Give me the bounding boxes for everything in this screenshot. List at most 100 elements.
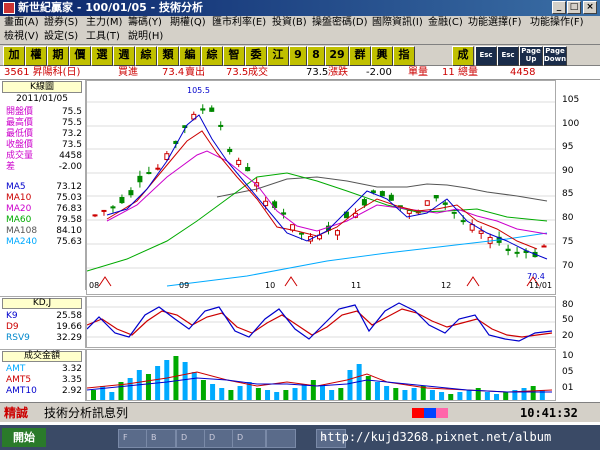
ma60-row: MA60 79.58 bbox=[6, 215, 82, 225]
close-button[interactable]: × bbox=[583, 1, 597, 14]
kline-header[interactable]: K線圖 bbox=[2, 81, 82, 93]
volume-bar bbox=[448, 394, 454, 400]
kd-tick-80: 80 bbox=[562, 300, 574, 310]
candle-body bbox=[155, 167, 161, 170]
page-up-button[interactable]: Page Up bbox=[519, 46, 543, 66]
vol-tick-10: 10 bbox=[562, 351, 574, 361]
axis-tick-80: 80 bbox=[562, 213, 574, 223]
amt10-row: AMT10 2.92 bbox=[6, 386, 82, 396]
volume-bar bbox=[320, 386, 325, 400]
menu-tools[interactable]: 工具(T) bbox=[86, 31, 120, 42]
toolbar-button-summary[interactable]: 綜 bbox=[135, 46, 157, 66]
d9-row: D9 19.66 bbox=[6, 322, 82, 332]
toolbar-button-group[interactable]: 群 bbox=[349, 46, 371, 66]
task-item-7[interactable]: 3 bbox=[316, 429, 346, 448]
toolbar-button-edit[interactable]: 編 bbox=[179, 46, 201, 66]
kd-header[interactable]: KD,J bbox=[2, 298, 82, 309]
ma20-row: MA20 76.83 bbox=[6, 204, 82, 214]
menu-major[interactable]: 主力(M) bbox=[86, 17, 123, 28]
menu-options[interactable]: 期權(Q) bbox=[170, 17, 206, 28]
volume-bar bbox=[210, 384, 216, 400]
menu-trading-code[interactable]: 操盤密碼(D) bbox=[312, 17, 368, 28]
menu-view[interactable]: 檢視(V) bbox=[4, 31, 39, 42]
ma5-line bbox=[106, 114, 548, 260]
price-chart[interactable]: 105.5 70.4 08 09 10 11 12 11/01 bbox=[86, 80, 556, 295]
maximize-button[interactable]: □ bbox=[567, 1, 581, 14]
task-item-1[interactable]: F bbox=[118, 429, 148, 448]
task-item-6[interactable] bbox=[266, 429, 296, 448]
taskbar: 開始 F B D D D 3 http://kujd3268.pixnet.ne… bbox=[0, 425, 600, 450]
axis-tick-90: 90 bbox=[562, 166, 574, 176]
toolbar-button-category[interactable]: 類 bbox=[157, 46, 179, 66]
volume-bar bbox=[219, 388, 225, 400]
toolbar-button-trade[interactable]: 成 bbox=[452, 46, 474, 66]
kd-chart[interactable] bbox=[86, 296, 556, 348]
start-button[interactable]: 開始 bbox=[2, 428, 46, 447]
volume-bar bbox=[246, 382, 252, 400]
volume-bar bbox=[301, 384, 307, 400]
toolbar-button-price[interactable]: 價 bbox=[69, 46, 91, 66]
toolbar-button-rights[interactable]: 權 bbox=[25, 46, 47, 66]
toolbar-button-river[interactable]: 江 bbox=[267, 46, 289, 66]
menu-function-select[interactable]: 功能選擇(F) bbox=[468, 17, 522, 28]
candle-body bbox=[281, 212, 287, 215]
menu-intl[interactable]: 國際資訊(I) bbox=[372, 17, 423, 28]
toolbar-button-index[interactable]: 指 bbox=[393, 46, 415, 66]
toolbar-button-futures[interactable]: 期 bbox=[47, 46, 69, 66]
toolbar-button-esc[interactable]: Esc bbox=[475, 46, 497, 66]
high-row: 最高價 75.5 bbox=[6, 118, 82, 128]
volume-bar bbox=[494, 394, 500, 400]
task-item-5[interactable]: D bbox=[232, 429, 266, 448]
ma108-row: MA108 84.10 bbox=[6, 226, 82, 236]
volume-bar bbox=[521, 388, 527, 400]
unit-label: 單量 bbox=[408, 67, 428, 78]
volume-bar bbox=[100, 386, 106, 400]
minimize-button[interactable]: _ bbox=[552, 1, 566, 14]
kd-legend: KD,J K9 25.58 D9 19.66 RSV9 32.29 bbox=[0, 296, 86, 348]
candle-body bbox=[263, 200, 269, 207]
task-item-2[interactable]: B bbox=[146, 429, 176, 448]
menu-settings[interactable]: 設定(S) bbox=[44, 31, 79, 42]
toolbar-button-order[interactable]: 委 bbox=[245, 46, 267, 66]
candle-body bbox=[370, 190, 376, 194]
volume-row: 成交量 4458 bbox=[6, 151, 82, 161]
toolbar-button-rise[interactable]: 興 bbox=[371, 46, 393, 66]
kd-tick-20: 20 bbox=[562, 331, 574, 341]
volume-bar bbox=[200, 380, 206, 400]
toolbar-button-9[interactable]: 9 bbox=[289, 46, 307, 66]
close-row: 收盤價 73.5 bbox=[6, 140, 82, 150]
d9-line bbox=[86, 308, 553, 338]
status-light-red bbox=[412, 408, 424, 418]
toolbar-button-smart[interactable]: 智 bbox=[223, 46, 245, 66]
candle-body bbox=[290, 224, 296, 231]
toolbar-button-weekly[interactable]: 週 bbox=[113, 46, 135, 66]
volume-header[interactable]: 成交金額 bbox=[2, 351, 82, 362]
menu-function-op[interactable]: 功能操作(F) bbox=[530, 17, 584, 28]
x-label-08: 08 bbox=[89, 281, 100, 290]
stock-symbol[interactable]: 3561 昇陽科(日) bbox=[4, 67, 81, 78]
menu-help[interactable]: 說明(H) bbox=[128, 31, 164, 42]
toolbar-button-esc-2[interactable]: Esc bbox=[497, 46, 519, 66]
toolbar-button-summary-2[interactable]: 綜 bbox=[201, 46, 223, 66]
task-item-3[interactable]: D bbox=[176, 429, 206, 448]
menu-invest[interactable]: 投資(B) bbox=[272, 17, 307, 28]
menu-forex[interactable]: 匯市利率(E) bbox=[212, 17, 267, 28]
candle-body bbox=[200, 108, 206, 111]
page-down-button[interactable]: Page Down bbox=[543, 46, 567, 66]
unit-value: 11 bbox=[442, 67, 455, 78]
toolbar-button-8[interactable]: 8 bbox=[307, 46, 325, 66]
menu-display[interactable]: 畫面(A) bbox=[4, 17, 39, 28]
last-label: 成交 bbox=[248, 67, 268, 78]
menu-finance[interactable]: 金融(C) bbox=[428, 17, 463, 28]
volume-bar bbox=[503, 392, 509, 400]
task-item-4[interactable]: D bbox=[204, 429, 234, 448]
signal-markers bbox=[98, 276, 540, 287]
volume-bar bbox=[237, 386, 243, 400]
menu-chips[interactable]: 籌碼(Y) bbox=[128, 17, 162, 28]
volume-chart[interactable] bbox=[86, 349, 556, 401]
toolbar-button-29[interactable]: 29 bbox=[325, 46, 349, 66]
toolbar-button-select[interactable]: 選 bbox=[91, 46, 113, 66]
price-chart-svg: 105.5 70.4 bbox=[86, 86, 555, 287]
menu-securities[interactable]: 證券(S) bbox=[44, 17, 79, 28]
toolbar-button-weighted[interactable]: 加 bbox=[3, 46, 25, 66]
